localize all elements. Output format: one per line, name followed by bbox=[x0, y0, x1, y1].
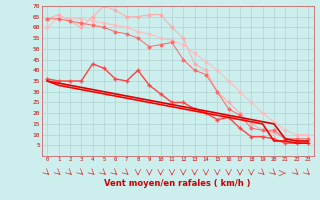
X-axis label: Vent moyen/en rafales ( km/h ): Vent moyen/en rafales ( km/h ) bbox=[104, 179, 251, 188]
